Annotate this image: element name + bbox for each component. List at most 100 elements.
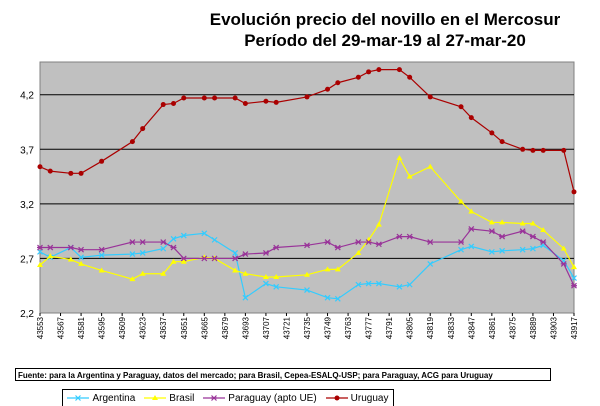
data-point [529,220,536,226]
plot-area [39,61,575,314]
legend-marker [334,395,340,401]
x-tick-label: 43777 [365,316,374,339]
chart-subtitle: Período del 29-mar-19 al 27-mar-20 [244,31,526,50]
data-point [375,221,382,227]
data-point [519,220,526,226]
data-point [78,246,85,253]
data-point [458,246,464,253]
legend-marker [152,395,159,400]
data-point [180,232,187,239]
data-point [242,270,249,276]
x-tick-label: 43903 [549,316,558,339]
data-point [396,155,403,161]
data-point [499,233,506,240]
data-point [170,244,177,251]
data-point [540,239,547,245]
source-note: Fuente: para la Argentina y Paraguay, da… [15,368,551,381]
data-point [468,226,475,232]
data-point [571,282,577,289]
data-point [355,74,361,80]
data-point [366,69,372,75]
data-point [139,270,146,276]
data-point [181,95,187,101]
data-point [47,253,54,259]
data-point [304,287,310,294]
data-point [571,189,577,195]
legend-label: Uruguay [350,392,389,404]
data-point [407,74,413,80]
x-tick-label: 43721 [282,316,291,339]
data-point [396,233,403,240]
x-tick-label: 43609 [118,316,127,339]
data-point [262,250,269,256]
data-point [262,280,269,287]
legend: Argentina Brasil Paraguay (apto UE) Uruguay [62,389,394,406]
data-point [458,198,465,204]
data-point [273,283,280,290]
data-point [170,258,177,264]
series-line [39,69,575,193]
x-tick-label: 43693 [241,316,250,339]
data-point [334,266,341,272]
y-tick-label: 2,7 [20,254,34,265]
x-tick-label: 43637 [159,316,168,339]
data-point [273,244,280,251]
series-line [39,156,575,280]
data-point [180,255,187,262]
data-point [78,254,85,261]
data-point [37,261,43,267]
data-point [160,270,167,276]
x-tick-label: 43665 [200,316,209,339]
x-tick-label: 43567 [57,316,66,339]
y-tick-label: 3,7 [20,145,34,156]
x-tick-label: 43875 [508,316,517,339]
legend-swatch [67,395,90,401]
data-point [375,280,382,287]
data-point [170,235,177,242]
data-point [365,280,372,287]
y-tick-label: 2,2 [20,309,34,320]
data-point [427,94,433,100]
legend-item: Argentina [67,393,135,404]
data-point [355,281,362,288]
x-tick-label: 43847 [467,316,476,339]
x-tick-label: 43833 [447,316,456,339]
data-point [212,95,218,101]
legend-item: Uruguay [325,392,389,404]
data-point [376,67,382,73]
data-point [273,273,280,279]
data-point [140,126,146,132]
series-uruguay [37,67,577,195]
data-point [242,294,249,301]
data-point [520,146,526,152]
data-point [99,158,105,164]
data-point [540,227,547,233]
data-point [232,255,239,262]
data-point [273,99,279,105]
data-point [406,281,413,288]
legend-label: Brasil [169,392,195,404]
legend-label: Paraguay (apto UE) [228,392,317,404]
y-tick-label: 4,2 [20,91,34,102]
legend-marker [75,395,82,401]
series-line [39,232,575,300]
data-point [530,147,536,153]
data-point [458,239,465,245]
x-tick-label: 43651 [180,316,189,339]
data-point [529,245,536,252]
data-point [160,102,166,108]
data-point [211,236,218,243]
data-point [396,283,403,290]
data-point [304,242,310,249]
data-point [355,239,362,245]
legend-marker [211,395,218,401]
series-paraguay [37,226,577,289]
data-point [37,164,43,170]
data-point [201,230,208,237]
data-point [304,94,310,100]
x-tick-label: 43707 [262,316,271,339]
series-argentina [37,230,577,302]
x-tick-label: 43805 [406,316,415,339]
data-point [324,294,331,301]
